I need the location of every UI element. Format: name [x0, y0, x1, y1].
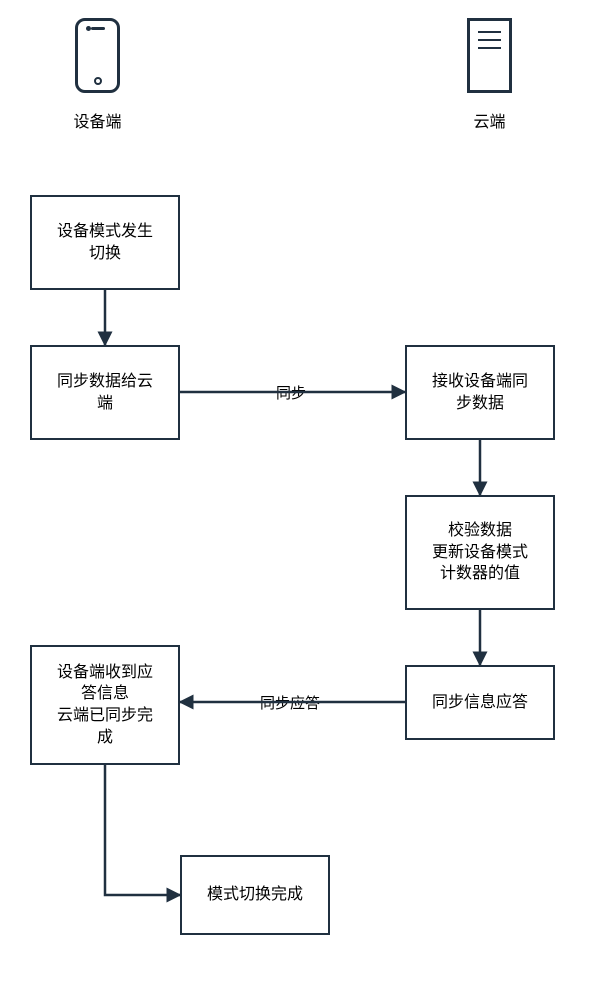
- cloud-label: 云端: [452, 108, 527, 132]
- node-text: 模式切换完成: [207, 884, 303, 906]
- node-text: 同步数据给云端: [57, 371, 153, 414]
- server-icon: [467, 18, 512, 93]
- node-text: 设备模式发生切换: [57, 221, 153, 264]
- node-sync-ack: 同步信息应答: [405, 665, 555, 740]
- node-sync-to-cloud: 同步数据给云端: [30, 345, 180, 440]
- node-text: 设备端收到应答信息云端已同步完成: [57, 662, 153, 748]
- node-switch-done: 模式切换完成: [180, 855, 330, 935]
- diagram-canvas: 设备端 云端 设备模式发生切换 同步数据给云端 接收设备端同步数据 校验数据更新…: [0, 0, 596, 1000]
- node-validate-update: 校验数据更新设备模式计数器的值: [405, 495, 555, 610]
- node-receive-sync: 接收设备端同步数据: [405, 345, 555, 440]
- node-text: 接收设备端同步数据: [432, 371, 528, 414]
- node-text: 同步信息应答: [432, 692, 528, 714]
- phone-icon: [75, 18, 120, 93]
- node-text: 校验数据更新设备模式计数器的值: [432, 520, 528, 585]
- edge-label-sync-ack: 同步应答: [260, 692, 320, 713]
- node-mode-switch: 设备模式发生切换: [30, 195, 180, 290]
- node-device-got-ack: 设备端收到应答信息云端已同步完成: [30, 645, 180, 765]
- device-label: 设备端: [55, 108, 140, 132]
- edge-label-sync: 同步: [276, 382, 306, 403]
